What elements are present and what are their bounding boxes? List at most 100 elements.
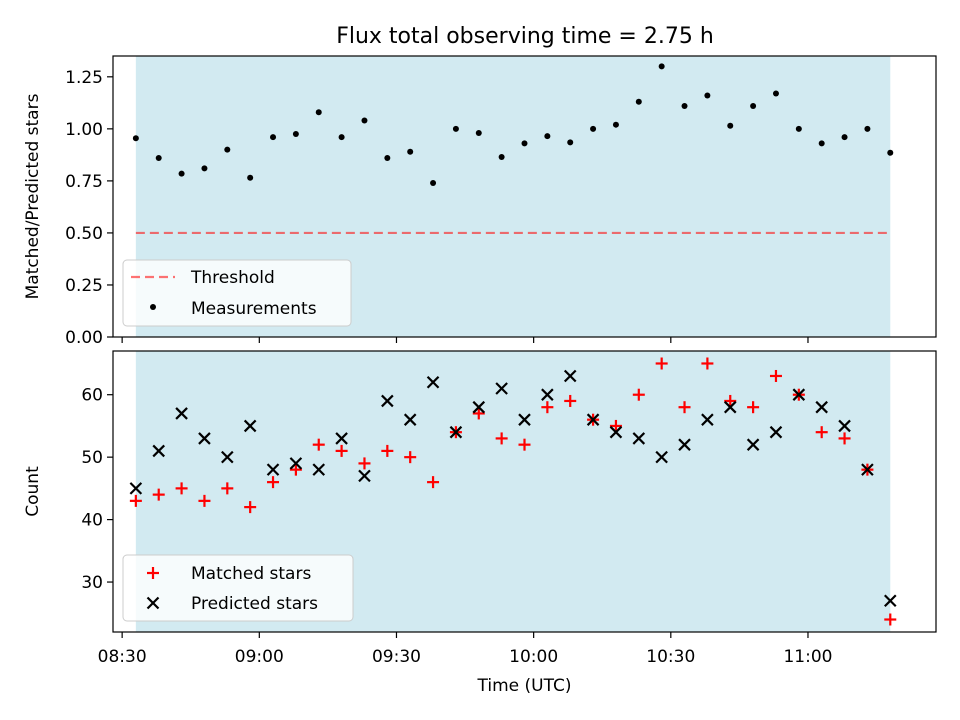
legend-box <box>122 259 352 327</box>
matched-star-point <box>404 451 417 464</box>
chart-title: Flux total observing time = 2.75 h <box>336 24 714 49</box>
x-tick-label: 10:30 <box>646 647 695 667</box>
predicted-star-point <box>861 463 874 476</box>
y-axis-label: Matched/Predicted stars <box>23 93 43 299</box>
y-tick-label: 0.00 <box>65 328 103 348</box>
measurement-point <box>772 90 779 97</box>
predicted-star-point <box>792 388 806 401</box>
measurement-point <box>155 154 162 161</box>
matched-star-point <box>152 488 165 501</box>
matched-star-point <box>358 457 371 470</box>
measurement-point <box>224 146 231 153</box>
measurement-point <box>590 125 597 132</box>
matched-star-point <box>312 438 325 451</box>
measurement-point <box>132 135 139 142</box>
x-tick-label: 08:30 <box>98 647 147 667</box>
y-tick-label: 0.75 <box>65 172 103 192</box>
measurement-point <box>750 102 757 109</box>
predicted-star-point <box>243 419 257 433</box>
predicted-star-point <box>609 425 623 439</box>
x-tick-label: 10:00 <box>509 647 558 667</box>
bottom-axes-frame <box>112 350 937 633</box>
legend-predicted-label: Predicted stars <box>191 594 318 614</box>
x-tick-label: 09:30 <box>372 647 421 667</box>
predicted-star-point <box>335 432 348 445</box>
measurement-point <box>658 63 665 70</box>
predicted-star-point <box>495 382 508 395</box>
measurement-point <box>384 154 391 161</box>
x-tick-label: 09:00 <box>235 647 284 667</box>
bottom-legend: Matched stars Predicted stars <box>122 554 354 622</box>
measurement-point <box>498 153 505 160</box>
legend-measurement-label: Measurements <box>191 299 317 319</box>
matched-star-point <box>518 438 531 451</box>
top-axes-frame <box>112 55 937 338</box>
matched-star-point <box>267 476 280 489</box>
matched-star-point <box>815 426 828 439</box>
y-tick-label: 60 <box>81 386 103 406</box>
matched-star-point <box>769 369 782 382</box>
legend-matched-label: Matched stars <box>191 564 311 584</box>
predicted-star-point <box>746 438 760 451</box>
matched-star-point <box>427 476 440 489</box>
matched-star-point <box>632 388 645 401</box>
y-axis-label: Count <box>23 466 43 517</box>
predicted-star-point <box>655 450 668 464</box>
measurement-point <box>315 109 322 116</box>
predicted-star-point <box>563 369 577 383</box>
measurement-point <box>338 134 345 141</box>
y-tick-label: 1.25 <box>65 68 103 88</box>
predicted-star-point <box>815 400 828 414</box>
measurement-point <box>292 131 299 138</box>
matched-star-point <box>335 444 348 457</box>
predicted-star-point <box>426 375 440 389</box>
top-legend: Threshold Measurements <box>122 259 352 327</box>
y-tick-label: 50 <box>81 448 103 468</box>
matched-star-point <box>175 482 188 495</box>
matched-star-point <box>884 613 897 626</box>
measurement-point <box>818 140 825 147</box>
matched-star-point <box>701 357 714 370</box>
y-tick-label: 30 <box>81 573 103 593</box>
predicted-star-point <box>129 482 143 495</box>
matched-star-point <box>838 432 851 445</box>
measurement-point <box>864 125 871 132</box>
matched-star-point <box>472 407 485 420</box>
matched-star-point <box>609 419 622 432</box>
y-tick-label: 0.25 <box>65 276 103 296</box>
measurement-point <box>795 125 802 132</box>
predicted-star-point <box>723 400 737 414</box>
measurement-point <box>361 117 368 124</box>
predicted-star-point <box>883 594 897 608</box>
predicted-star-point <box>221 450 234 464</box>
matched-star-point <box>655 357 668 370</box>
measurement-point <box>612 121 619 128</box>
predicted-star-point <box>266 463 280 476</box>
measurement-point <box>407 148 414 155</box>
predicted-star-point <box>678 438 691 451</box>
x-axis-label: Time (UTC) <box>477 676 572 696</box>
y-tick-label: 40 <box>81 511 103 531</box>
measurement-point <box>727 122 734 129</box>
predicted-star-point <box>838 419 851 433</box>
ratio-panel: 0.00 0.25 0.50 0.75 1.00 1.25 Matched/Predicte… <box>23 55 937 348</box>
matched-star-point <box>564 394 577 407</box>
matched-star-point <box>747 401 760 414</box>
measurement-point <box>704 92 711 99</box>
measurement-point <box>201 165 208 172</box>
predicted-star-point <box>449 425 463 439</box>
predicted-star-point <box>769 425 783 439</box>
matched-star-point <box>678 401 691 414</box>
predicted-star-point <box>152 444 166 458</box>
predicted-star-point <box>289 457 303 470</box>
measurement-point <box>635 98 642 105</box>
matched-star-point <box>244 501 257 514</box>
legend-box <box>122 554 354 622</box>
measurement-point <box>567 139 574 146</box>
predicted-star-point <box>701 413 714 426</box>
x-tick-label: 11:00 <box>783 647 832 667</box>
matched-star-point <box>541 401 554 414</box>
legend-matched-swatch <box>147 567 159 579</box>
measurement-point <box>544 133 551 140</box>
